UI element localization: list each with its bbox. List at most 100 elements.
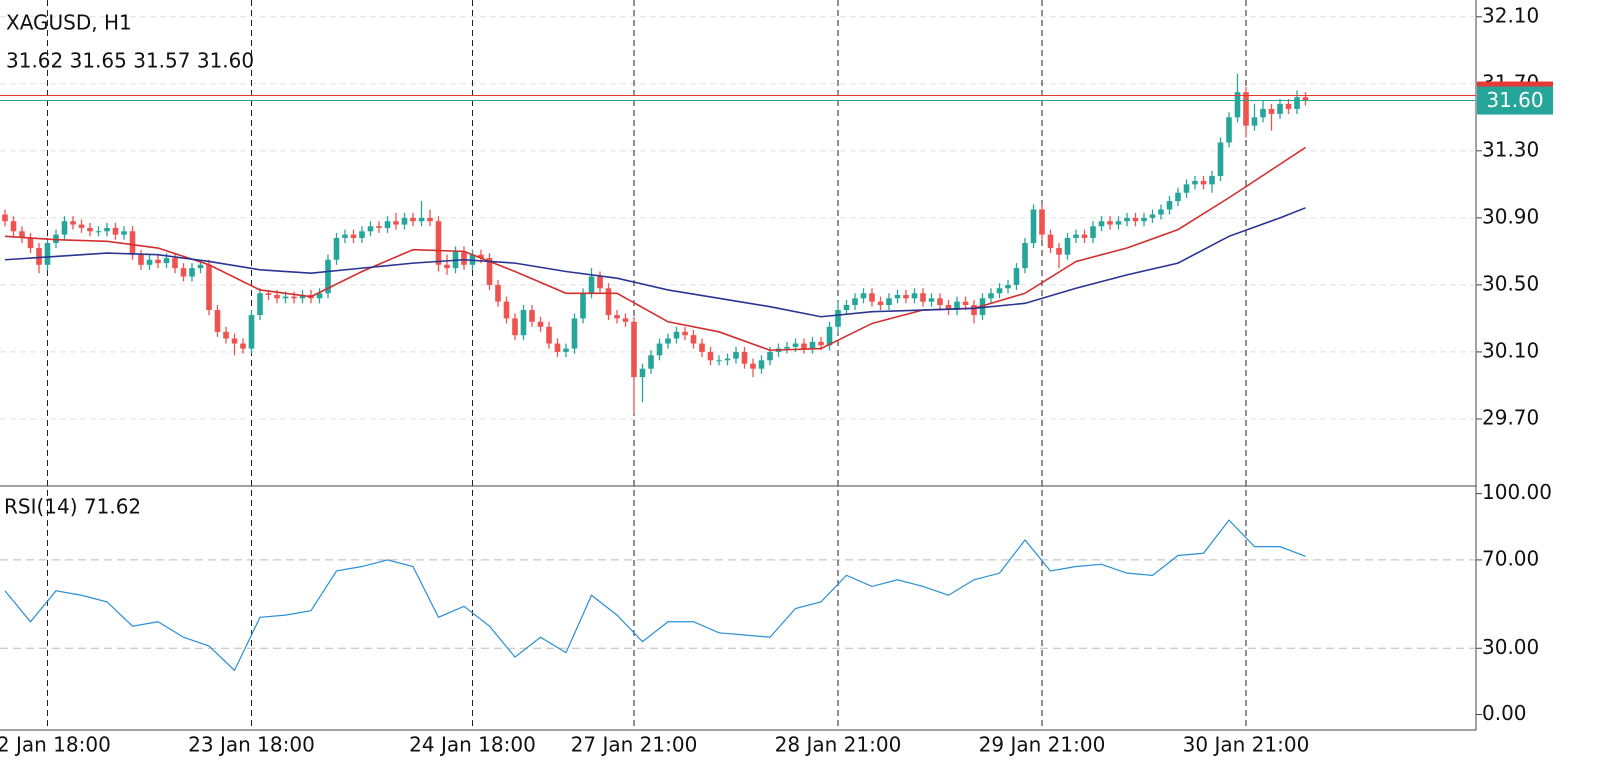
rsi-y-tick-label: 70.00 [1482, 546, 1539, 570]
candle-body [231, 338, 238, 344]
candle-body [1268, 108, 1275, 114]
candle-body [1183, 184, 1190, 193]
candle-body [877, 301, 884, 306]
candle-body [486, 258, 493, 285]
candle-body [189, 268, 195, 277]
candle-body [248, 315, 255, 349]
candle-body [1013, 268, 1020, 285]
candle-body [1260, 108, 1266, 118]
price-label-box [1477, 86, 1553, 115]
candle-body [163, 258, 170, 264]
candle-body [580, 293, 586, 319]
candle-body [112, 227, 119, 235]
candle-body [1285, 103, 1292, 109]
candle-body [920, 293, 926, 302]
x-tick-label: 22 Jan 18:00 [0, 733, 111, 757]
candle-body [1277, 103, 1283, 114]
candle-body [767, 351, 773, 361]
candle-body [44, 243, 51, 265]
candle-body [240, 343, 246, 349]
candle-body [495, 284, 501, 302]
candle-body [461, 251, 467, 265]
candle-body [503, 301, 510, 319]
candle-body [1098, 221, 1105, 227]
candle-body [928, 298, 935, 302]
candle-body [1226, 117, 1232, 143]
candle-body [172, 258, 178, 269]
candle-body [818, 341, 824, 346]
candle-body [10, 221, 17, 232]
candle-body [87, 227, 93, 232]
candle-body [571, 318, 578, 349]
candle-body [911, 293, 918, 299]
candle-body [1124, 217, 1130, 222]
x-tick-label: 29 Jan 21:00 [979, 733, 1106, 757]
candle-body [359, 231, 365, 238]
candle-body [903, 294, 909, 299]
candle-body [826, 326, 833, 346]
candle-body [614, 315, 620, 319]
candle-body [1149, 214, 1156, 218]
candle-body [197, 264, 204, 269]
candle-body [809, 341, 816, 349]
candle-body [1115, 221, 1122, 225]
candle-body [622, 318, 629, 322]
candle-body [2, 214, 8, 222]
candle-body [401, 217, 408, 225]
candle-body [1056, 248, 1062, 255]
candle-body [478, 254, 484, 259]
x-tick-label: 28 Jan 21:00 [775, 733, 902, 757]
candle-body [70, 221, 76, 225]
candle-body [1132, 217, 1139, 222]
candle-body [733, 351, 739, 359]
candle-body [639, 368, 646, 378]
candle-body [1030, 209, 1037, 243]
candle-body [546, 326, 552, 344]
y-tick-label: 30.10 [1482, 338, 1539, 362]
candle-body [155, 259, 161, 264]
candle-body [996, 288, 1003, 294]
candle-body [427, 217, 433, 222]
candle-body [1107, 221, 1113, 225]
candle-body [350, 234, 357, 238]
candle-body [520, 310, 527, 336]
candle-body [1234, 92, 1241, 118]
x-tick-label: 23 Jan 18:00 [188, 733, 315, 757]
candle-body [1081, 234, 1088, 238]
candle-body [537, 321, 544, 327]
price-label: 31.60 [1486, 88, 1543, 112]
symbol-title: XAGUSD, H1 [6, 11, 132, 35]
candle-body [988, 293, 994, 299]
candle-body [690, 335, 697, 344]
candle-body [53, 234, 59, 243]
candle-body [78, 224, 85, 228]
candle-body [1090, 226, 1096, 238]
candle-body [971, 305, 977, 316]
rsi-line [4, 519, 1306, 672]
candle-body [894, 294, 901, 299]
rsi-y-tick-label: 100.00 [1482, 480, 1552, 504]
candle-body [852, 298, 858, 306]
candle-body [699, 343, 705, 352]
candle-body [121, 231, 127, 235]
candle-body [597, 276, 603, 289]
rsi-title: RSI(14) 71.62 [4, 495, 141, 519]
candle-body [384, 221, 391, 228]
x-tick-label: 30 Jan 21:00 [1183, 733, 1310, 757]
candle-body [843, 305, 850, 311]
candle-body [333, 237, 340, 260]
candle-body [835, 310, 841, 327]
candle-body [741, 351, 748, 364]
candle-body [1209, 175, 1215, 185]
candle-body [1251, 117, 1258, 126]
plot-layer: 32.1031.7031.3030.9030.5030.1029.70100.0… [0, 0, 1553, 757]
y-tick-label: 31.30 [1482, 137, 1539, 161]
candle-body [410, 217, 416, 222]
candle-body [512, 318, 518, 336]
candle-body [19, 231, 25, 238]
candle-body [937, 298, 943, 306]
candle-body [316, 293, 323, 299]
candle-body [605, 288, 612, 316]
